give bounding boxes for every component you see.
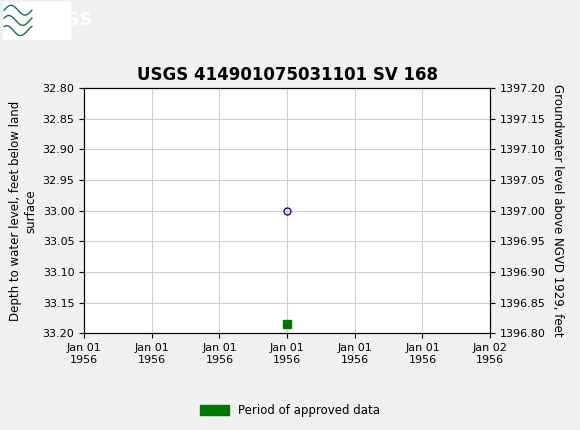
Y-axis label: Depth to water level, feet below land
surface: Depth to water level, feet below land su… xyxy=(9,101,37,321)
Text: USGS: USGS xyxy=(38,12,93,29)
Y-axis label: Groundwater level above NGVD 1929, feet: Groundwater level above NGVD 1929, feet xyxy=(552,84,564,337)
Title: USGS 414901075031101 SV 168: USGS 414901075031101 SV 168 xyxy=(137,66,437,84)
Bar xyxy=(284,320,291,328)
Legend: Period of approved data: Period of approved data xyxy=(195,399,385,422)
Bar xyxy=(3,2,70,39)
